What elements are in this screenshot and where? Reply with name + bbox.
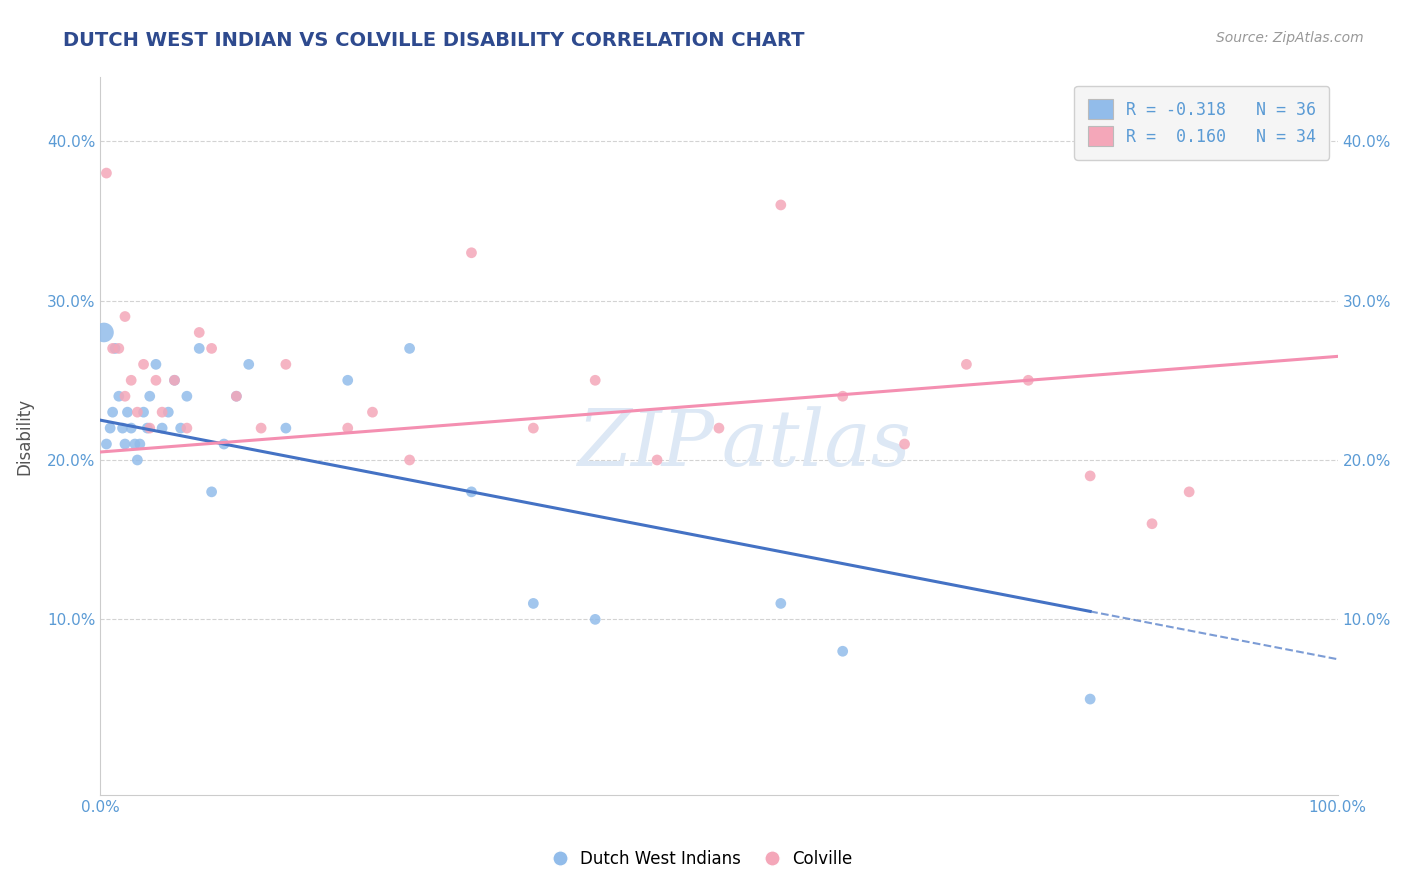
Point xyxy=(132,405,155,419)
Point xyxy=(188,342,211,356)
Point xyxy=(145,357,167,371)
Point xyxy=(769,596,792,610)
Point xyxy=(127,405,149,419)
Point xyxy=(831,644,853,658)
Point xyxy=(101,342,124,356)
Point xyxy=(522,596,544,610)
Point xyxy=(176,421,198,435)
Point xyxy=(398,342,420,356)
Point xyxy=(1178,484,1201,499)
Point xyxy=(212,437,235,451)
Point xyxy=(108,342,131,356)
Point xyxy=(176,389,198,403)
Point xyxy=(150,405,173,419)
Point xyxy=(111,421,134,435)
Point xyxy=(114,389,136,403)
Point xyxy=(250,421,273,435)
Point xyxy=(127,453,149,467)
Point xyxy=(583,373,606,387)
Point xyxy=(114,437,136,451)
Point xyxy=(398,453,420,467)
Point xyxy=(139,389,162,403)
Point xyxy=(128,437,150,451)
Point xyxy=(136,421,159,435)
Text: DUTCH WEST INDIAN VS COLVILLE DISABILITY CORRELATION CHART: DUTCH WEST INDIAN VS COLVILLE DISABILITY… xyxy=(63,31,804,50)
Point xyxy=(225,389,247,403)
Point xyxy=(188,326,211,340)
Point xyxy=(132,357,155,371)
Point xyxy=(163,373,186,387)
Point xyxy=(225,389,247,403)
Legend: Dutch West Indians, Colville: Dutch West Indians, Colville xyxy=(547,844,859,875)
Point xyxy=(120,373,142,387)
Point xyxy=(120,421,142,435)
Point xyxy=(583,612,606,626)
Point xyxy=(150,421,173,435)
Point xyxy=(238,357,260,371)
Text: ZIP atlas: ZIP atlas xyxy=(576,406,911,483)
Point xyxy=(114,310,136,324)
Point xyxy=(201,342,224,356)
Point xyxy=(1078,469,1101,483)
Point xyxy=(361,405,384,419)
Point xyxy=(101,405,124,419)
Point xyxy=(707,421,730,435)
Point xyxy=(108,389,131,403)
Point xyxy=(955,357,977,371)
Point xyxy=(769,198,792,212)
Point xyxy=(1078,692,1101,706)
Point xyxy=(1017,373,1039,387)
Point xyxy=(522,421,544,435)
Point xyxy=(145,373,167,387)
Point xyxy=(163,373,186,387)
Point xyxy=(1140,516,1163,531)
Point xyxy=(893,437,915,451)
Point xyxy=(831,389,853,403)
Point xyxy=(124,437,146,451)
Point xyxy=(336,373,359,387)
Point xyxy=(139,421,162,435)
Point xyxy=(93,326,115,340)
Point xyxy=(274,357,297,371)
Point xyxy=(98,421,121,435)
Point xyxy=(460,484,482,499)
Point xyxy=(201,484,224,499)
Point xyxy=(460,245,482,260)
Point xyxy=(274,421,297,435)
Point xyxy=(96,166,118,180)
Text: Source: ZipAtlas.com: Source: ZipAtlas.com xyxy=(1216,31,1364,45)
Point xyxy=(96,437,118,451)
Point xyxy=(157,405,180,419)
Point xyxy=(645,453,668,467)
Point xyxy=(104,342,127,356)
Y-axis label: Disability: Disability xyxy=(15,398,32,475)
Point xyxy=(170,421,193,435)
Legend: R = -0.318   N = 36, R =  0.160   N = 34: R = -0.318 N = 36, R = 0.160 N = 34 xyxy=(1074,86,1329,160)
Point xyxy=(336,421,359,435)
Point xyxy=(117,405,139,419)
